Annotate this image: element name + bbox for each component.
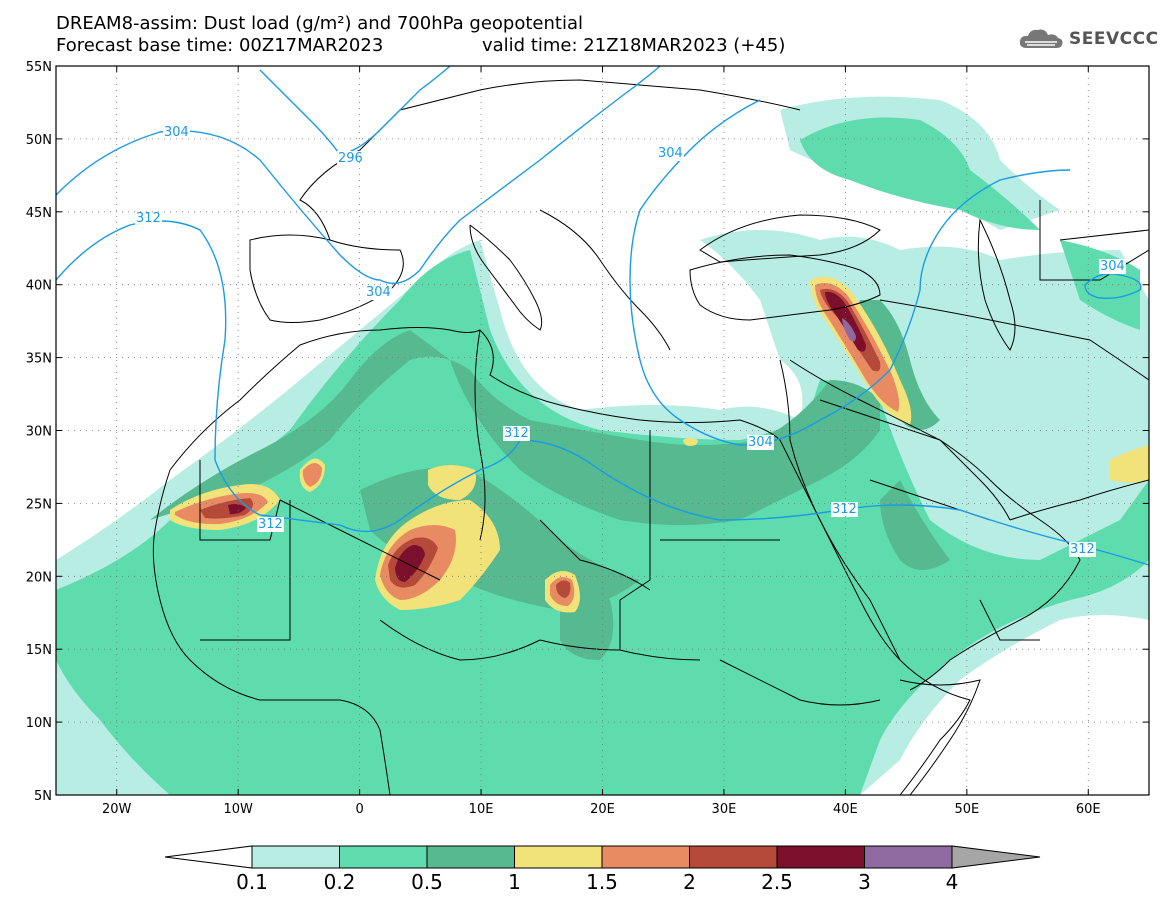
contour-labels: 304 296 312 304 304 304 312 312 312 304 … xyxy=(135,125,1126,557)
map-title: DREAM8-assim: Dust load (g/m²) and 700hP… xyxy=(56,13,583,34)
coastlines xyxy=(152,79,1149,795)
colorbar-label: 1.5 xyxy=(586,870,618,894)
colorbar-label: 0.2 xyxy=(324,870,356,894)
lon-label: 0 xyxy=(355,802,363,817)
colorbar-segment xyxy=(426,845,515,869)
colorbar-segment xyxy=(514,845,603,869)
longitude-labels: 20W 10W 0 10E 20E 30E 40E 50E 60E xyxy=(102,66,1101,817)
contour-label: 304 xyxy=(164,125,189,140)
logo-text: SEEVCCC xyxy=(1069,29,1159,49)
contour-label: 296 xyxy=(338,151,363,166)
colorbar-label: 0.1 xyxy=(236,870,268,894)
contour-label: 312 xyxy=(504,426,529,441)
colorbar-label: 1 xyxy=(508,870,521,894)
lon-label: 20W xyxy=(102,802,132,817)
lon-label: 60E xyxy=(1076,802,1101,817)
lat-label: 55N xyxy=(26,60,52,75)
colorbar-label: 0.5 xyxy=(411,870,443,894)
colorbar-segment xyxy=(776,845,865,869)
forecast-base-time: Forecast base time: 00Z17MAR2023 xyxy=(56,35,384,56)
lat-label: 15N xyxy=(26,643,52,658)
contour-label: 312 xyxy=(258,517,283,532)
lat-label: 45N xyxy=(26,206,52,221)
colorbar-label: 3 xyxy=(858,870,871,894)
lon-label: 50E xyxy=(954,802,979,817)
lat-label: 30N xyxy=(26,425,52,440)
lat-label: 10N xyxy=(26,716,52,731)
valid-time: valid time: 21Z18MAR2023 (+45) xyxy=(482,35,786,56)
lon-label: 20E xyxy=(590,802,615,817)
lon-label: 30E xyxy=(712,802,737,817)
contour-label: 312 xyxy=(136,211,161,226)
lon-label: 10E xyxy=(469,802,494,817)
colorbar-segment xyxy=(689,845,778,869)
lon-label: 10W xyxy=(223,802,253,817)
colorbar-label: 4 xyxy=(946,870,959,894)
seevccc-logo: SEEVCCC xyxy=(1017,26,1159,52)
contour-label: 304 xyxy=(366,285,391,300)
colorbar-upper-arrow xyxy=(951,845,1041,869)
lat-label: 25N xyxy=(26,497,52,512)
colorbar-segment xyxy=(601,845,690,869)
lat-label: 40N xyxy=(26,279,52,294)
lat-label: 50N xyxy=(26,133,52,148)
lat-label: 5N xyxy=(34,789,52,804)
gridlines xyxy=(56,66,1149,795)
cloud-icon xyxy=(1019,29,1063,48)
dust-level-2.5 xyxy=(395,545,425,582)
contour-label: 304 xyxy=(658,146,683,161)
colorbar-segment xyxy=(251,845,340,869)
colorbar-label: 2 xyxy=(683,870,696,894)
colorbar-segment xyxy=(339,845,428,869)
contour-label: 304 xyxy=(1100,259,1125,274)
contour-label: 312 xyxy=(1070,542,1095,557)
colorbar-segment xyxy=(864,845,953,869)
lat-label: 20N xyxy=(26,570,52,585)
lat-label: 35N xyxy=(26,352,52,367)
colorbar-lower-arrow xyxy=(164,845,253,869)
contour-label: 312 xyxy=(832,502,857,517)
lon-label: 40E xyxy=(833,802,858,817)
colorbar-label: 2.5 xyxy=(761,870,793,894)
latitude-labels: 55N 50N 45N 40N 35N 30N 25N 20N 15N 10N 5N xyxy=(26,60,1149,804)
colorbar: 0.1 0.2 0.5 1 1.5 2 2.5 3 4 xyxy=(164,845,1041,894)
contour-label: 304 xyxy=(748,435,773,450)
dust-level-3 xyxy=(842,318,856,342)
